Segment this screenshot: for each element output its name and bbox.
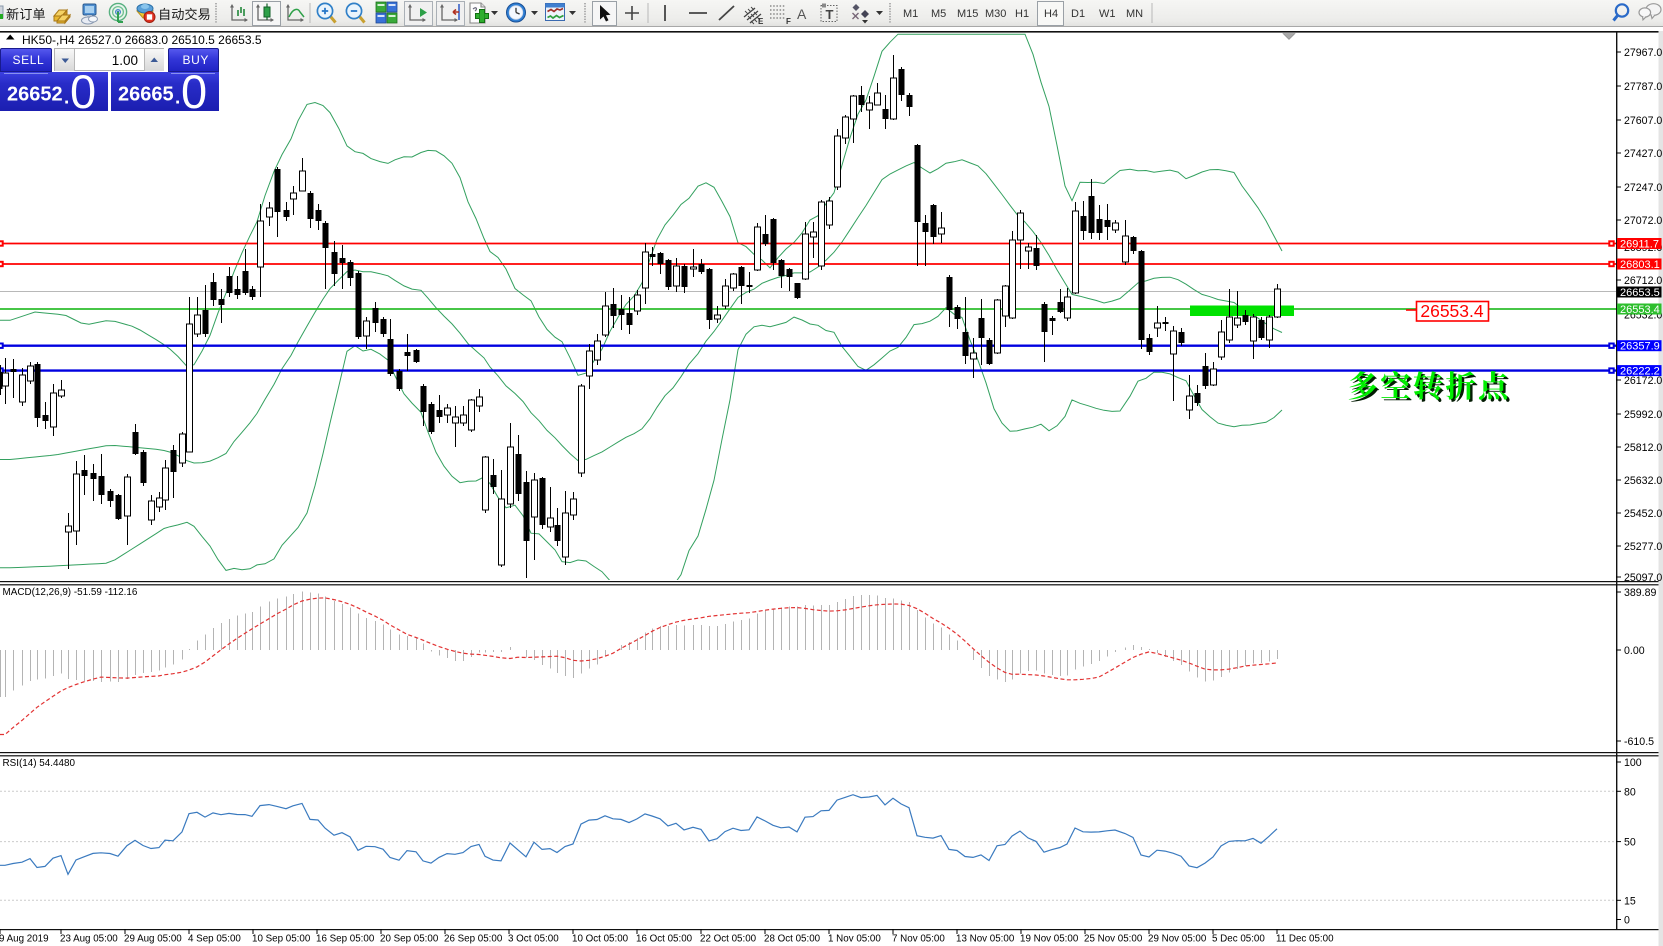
svg-text:27427.0: 27427.0 <box>1624 148 1662 160</box>
svg-text:26357.9: 26357.9 <box>1620 341 1660 353</box>
svg-text:20 Sep 05:00: 20 Sep 05:00 <box>380 934 439 945</box>
svg-text:T: T <box>826 7 834 22</box>
svg-text:-610.5: -610.5 <box>1624 736 1654 748</box>
svg-text:28 Oct 05:00: 28 Oct 05:00 <box>764 934 821 945</box>
svg-text:26172.0: 26172.0 <box>1624 375 1662 387</box>
svg-text:26712.0: 26712.0 <box>1624 275 1662 287</box>
svg-text:27247.0: 27247.0 <box>1624 182 1662 194</box>
svg-text:19 Nov 05:00: 19 Nov 05:00 <box>1020 934 1079 945</box>
svg-text:27967.0: 27967.0 <box>1624 47 1662 59</box>
svg-text:5 Dec 05:00: 5 Dec 05:00 <box>1212 934 1265 945</box>
svg-text:D1: D1 <box>1071 8 1085 20</box>
svg-text:10 Sep 05:00: 10 Sep 05:00 <box>252 934 311 945</box>
svg-text:25812.0: 25812.0 <box>1624 442 1662 454</box>
svg-text:F: F <box>786 17 791 26</box>
svg-text:7 Nov 05:00: 7 Nov 05:00 <box>892 934 945 945</box>
svg-text:16 Oct 05:00: 16 Oct 05:00 <box>636 934 693 945</box>
svg-text:MACD(12,26,9) -51.59 -112.16: MACD(12,26,9) -51.59 -112.16 <box>3 587 138 598</box>
svg-text:RSI(14) 54.4480: RSI(14) 54.4480 <box>3 758 76 769</box>
svg-text:H4: H4 <box>1044 8 1058 20</box>
svg-text:A: A <box>797 6 807 22</box>
svg-text:26553.4: 26553.4 <box>1420 301 1484 321</box>
svg-text:25097.0: 25097.0 <box>1624 572 1662 584</box>
svg-text:50: 50 <box>1624 837 1636 849</box>
svg-text:0: 0 <box>181 65 207 118</box>
svg-text:29 Aug 05:00: 29 Aug 05:00 <box>124 934 182 945</box>
svg-text:389.89: 389.89 <box>1624 587 1657 599</box>
svg-text:26222.2: 26222.2 <box>1620 366 1660 378</box>
svg-text:0: 0 <box>1624 915 1630 927</box>
svg-text:26653.5: 26653.5 <box>1620 287 1660 299</box>
svg-text:16 Sep 05:00: 16 Sep 05:00 <box>316 934 375 945</box>
svg-text:M5: M5 <box>931 8 946 20</box>
svg-text:13 Nov 05:00: 13 Nov 05:00 <box>956 934 1015 945</box>
svg-text:22 Oct 05:00: 22 Oct 05:00 <box>700 934 757 945</box>
svg-text:25992.0: 25992.0 <box>1624 409 1662 421</box>
svg-text:H1: H1 <box>1015 8 1029 20</box>
svg-text:25452.0: 25452.0 <box>1624 508 1662 520</box>
svg-text:25632.0: 25632.0 <box>1624 475 1662 487</box>
svg-text:1 Nov 05:00: 1 Nov 05:00 <box>828 934 881 945</box>
svg-text:26553.4: 26553.4 <box>1620 304 1660 316</box>
svg-text:25277.0: 25277.0 <box>1624 541 1662 553</box>
svg-text:E: E <box>758 17 764 26</box>
svg-text:10 Oct 05:00: 10 Oct 05:00 <box>572 934 629 945</box>
svg-text:26665: 26665 <box>118 84 174 106</box>
svg-text:15: 15 <box>1624 895 1636 907</box>
svg-text:M15: M15 <box>957 8 978 20</box>
svg-text:4 Sep 05:00: 4 Sep 05:00 <box>188 934 241 945</box>
svg-text:26911.7: 26911.7 <box>1620 239 1659 251</box>
svg-text:0: 0 <box>70 65 96 118</box>
svg-text:9 Aug 2019: 9 Aug 2019 <box>0 934 49 945</box>
svg-text:25 Nov 05:00: 25 Nov 05:00 <box>1084 934 1143 945</box>
svg-text:.: . <box>64 88 69 109</box>
svg-text:.: . <box>175 88 180 109</box>
svg-text:HK50-,H4 26527.0 26683.0 2651: HK50-,H4 26527.0 26683.0 26510.5 26653.5 <box>22 33 262 47</box>
svg-text:29 Nov 05:00: 29 Nov 05:00 <box>1148 934 1207 945</box>
svg-text:3 Oct 05:00: 3 Oct 05:00 <box>508 934 559 945</box>
svg-text:23 Aug 05:00: 23 Aug 05:00 <box>60 934 118 945</box>
svg-text:26 Sep 05:00: 26 Sep 05:00 <box>444 934 503 945</box>
svg-text:M30: M30 <box>985 8 1006 20</box>
svg-text:MN: MN <box>1126 8 1143 20</box>
svg-text:27607.0: 27607.0 <box>1624 115 1662 127</box>
svg-text:11 Dec 05:00: 11 Dec 05:00 <box>1276 934 1334 945</box>
svg-text:80: 80 <box>1624 786 1636 798</box>
svg-text:26803.1: 26803.1 <box>1620 259 1660 271</box>
svg-text:26652: 26652 <box>7 84 63 106</box>
svg-text:27072.0: 27072.0 <box>1624 215 1662 227</box>
svg-text:W1: W1 <box>1099 8 1116 20</box>
svg-text:M1: M1 <box>903 8 918 20</box>
svg-text:27787.0: 27787.0 <box>1624 81 1662 93</box>
svg-text:100: 100 <box>1624 757 1642 769</box>
svg-text:0.00: 0.00 <box>1624 645 1645 657</box>
